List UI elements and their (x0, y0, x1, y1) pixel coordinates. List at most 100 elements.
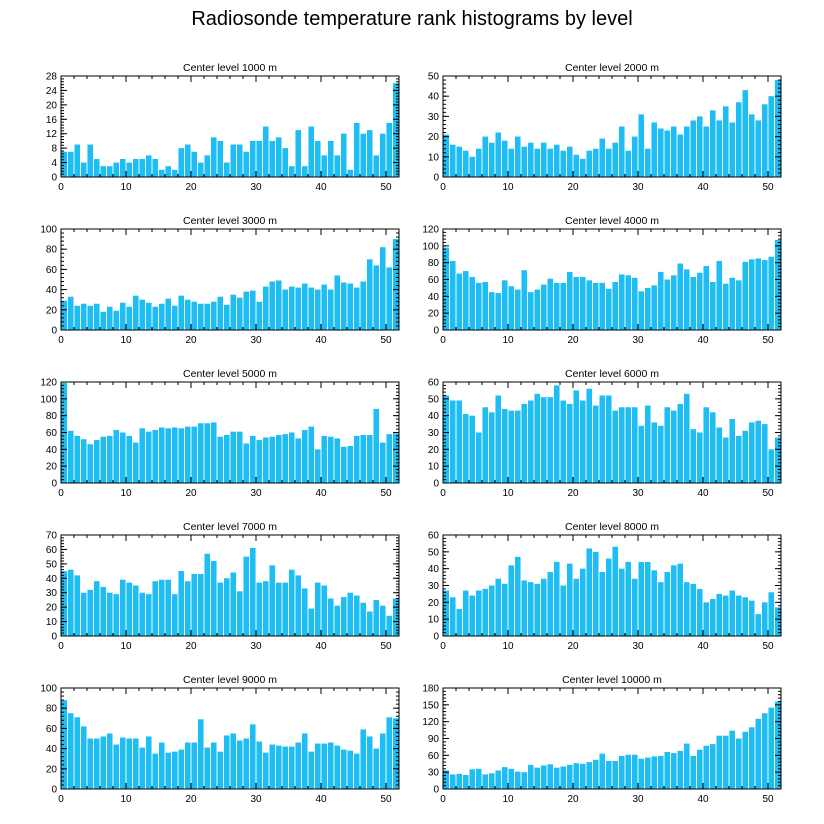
figure-title: Radiosonde temperature rank histograms b… (191, 8, 633, 30)
bar (573, 154, 580, 177)
bar (592, 148, 599, 177)
bar (547, 572, 554, 636)
bar (709, 110, 716, 177)
bar (553, 385, 560, 483)
bar (308, 287, 315, 330)
bar (449, 597, 456, 636)
bar (456, 773, 463, 789)
y-tick-label: 40 (46, 574, 58, 585)
x-tick-label: 20 (185, 794, 197, 805)
bar (308, 751, 315, 789)
x-tick-label: 30 (632, 794, 644, 805)
bar (353, 122, 360, 177)
x-tick-label: 0 (440, 488, 446, 499)
bar (282, 434, 289, 483)
bar (638, 758, 645, 789)
bar (87, 305, 94, 330)
bar (152, 753, 159, 789)
bar (314, 289, 321, 330)
bar (360, 435, 367, 483)
y-tick-label: 40 (428, 92, 440, 103)
bar (514, 556, 521, 636)
x-tick-label: 10 (502, 641, 514, 652)
bar (488, 412, 495, 483)
bar (716, 593, 723, 636)
bar (340, 446, 347, 483)
x-tick-label: 0 (58, 488, 64, 499)
bar (67, 430, 74, 483)
x-tick-label: 50 (380, 794, 392, 805)
bar (586, 388, 593, 483)
bar (386, 122, 393, 177)
bar (612, 142, 619, 177)
x-tick-label: 40 (315, 335, 327, 346)
bar (696, 749, 703, 789)
bar (282, 148, 289, 177)
y-tick-label: 30 (428, 428, 440, 439)
y-tick-label: 10 (428, 462, 440, 473)
bar (217, 582, 224, 636)
bar (106, 166, 113, 177)
bar (475, 282, 482, 330)
bar (501, 140, 508, 177)
bar (735, 280, 742, 330)
bar (690, 120, 697, 177)
bar (703, 745, 710, 789)
bar (495, 770, 502, 789)
bar (249, 290, 256, 330)
bar (366, 611, 373, 636)
bar (132, 158, 139, 177)
bar (696, 432, 703, 483)
bar (527, 142, 534, 177)
bar (527, 400, 534, 483)
bar (560, 150, 567, 177)
y-tick-label: 40 (428, 292, 440, 303)
bar (612, 760, 619, 789)
bar (184, 426, 191, 483)
bar (443, 395, 450, 483)
panel-title: Center level 8000 m (565, 521, 659, 533)
bar (236, 297, 243, 330)
y-tick-label: 80 (46, 245, 58, 256)
bar (327, 598, 334, 636)
bar (301, 588, 308, 636)
bar (631, 578, 638, 636)
bar (230, 144, 237, 177)
bar (709, 412, 716, 483)
x-tick-label: 30 (632, 335, 644, 346)
bar (553, 561, 560, 636)
bar (618, 755, 625, 789)
histogram-panel-5: Center level 5000 m 0 10 20 30 40 50 0 20 40 60 80 1… (40, 368, 400, 499)
bar (599, 572, 606, 636)
x-tick-label: 40 (315, 641, 327, 652)
bar (599, 395, 606, 483)
bar (508, 565, 515, 636)
bar (501, 583, 508, 636)
bar (243, 151, 250, 177)
bar (392, 433, 399, 483)
x-tick-label: 50 (762, 794, 774, 805)
bar (729, 590, 736, 636)
bar (534, 289, 541, 330)
bar (379, 247, 386, 330)
bar (314, 743, 321, 789)
bar (334, 275, 341, 330)
histogram-panel-1: Center level 1000 m 0 10 20 30 40 50 0 4 8 12 16 20 2… (46, 62, 400, 193)
bar (761, 713, 768, 789)
bar (514, 136, 521, 177)
bar (269, 140, 276, 177)
bar (579, 400, 586, 483)
bar (527, 292, 534, 331)
y-tick-label: 40 (428, 411, 440, 422)
bar (113, 744, 120, 789)
bar (67, 569, 74, 636)
bar (223, 735, 230, 789)
bar (755, 120, 762, 177)
bar (592, 759, 599, 789)
y-tick-label: 40 (428, 564, 440, 575)
y-tick-label: 40 (46, 285, 58, 296)
bar (540, 397, 547, 483)
bar (223, 304, 230, 330)
bar (651, 422, 658, 483)
bar (573, 763, 580, 789)
